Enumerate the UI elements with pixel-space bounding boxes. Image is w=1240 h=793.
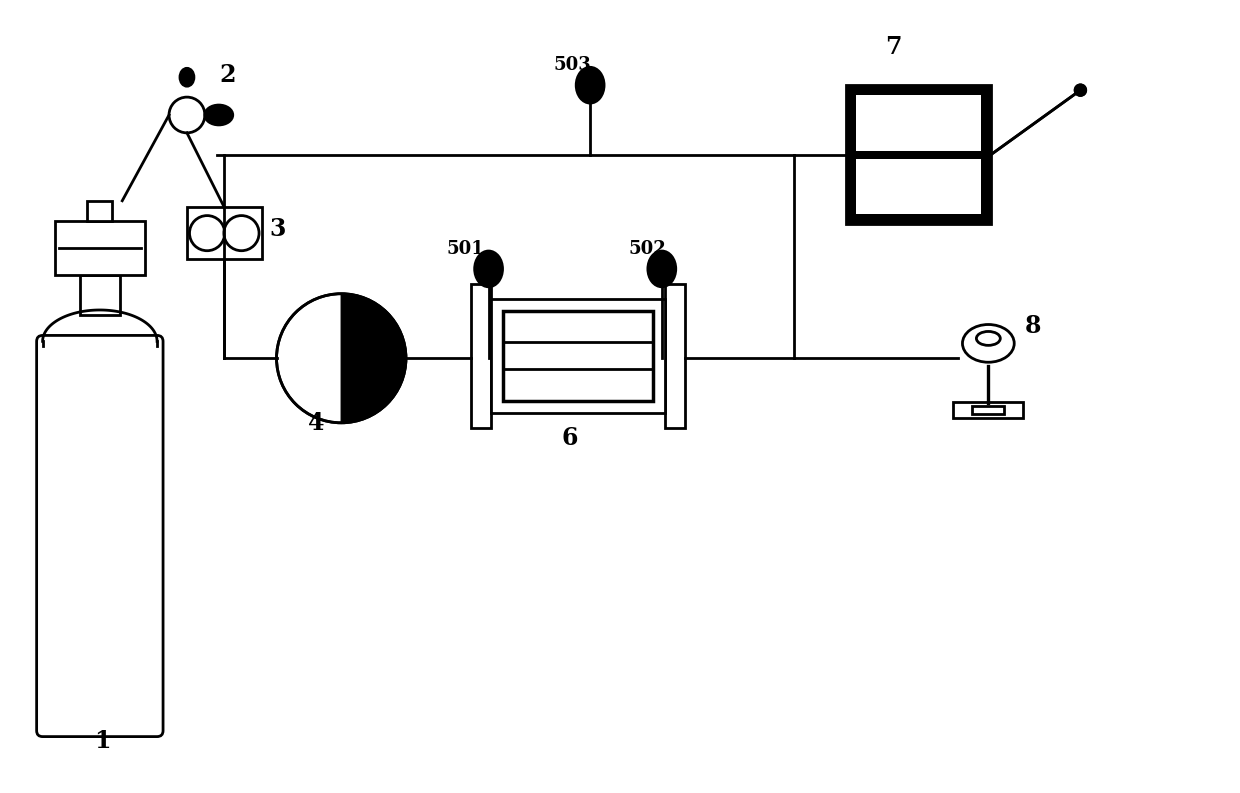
- Circle shape: [1074, 84, 1086, 96]
- Text: 8: 8: [1025, 313, 1042, 338]
- Bar: [954, 402, 1023, 418]
- Text: 7: 7: [885, 36, 901, 59]
- Text: 501: 501: [446, 240, 485, 258]
- Polygon shape: [341, 293, 405, 423]
- Ellipse shape: [976, 331, 1001, 346]
- FancyBboxPatch shape: [37, 335, 162, 737]
- Text: 502: 502: [629, 240, 667, 258]
- Circle shape: [277, 293, 405, 423]
- Ellipse shape: [577, 67, 604, 103]
- Bar: [665, 284, 684, 427]
- Circle shape: [169, 97, 205, 133]
- Text: 3: 3: [269, 217, 286, 241]
- Text: 1: 1: [94, 729, 110, 753]
- Bar: [491, 299, 665, 413]
- Bar: [187, 207, 262, 259]
- Bar: [857, 159, 981, 214]
- Bar: [79, 275, 120, 315]
- Bar: [87, 201, 113, 220]
- Bar: [847, 85, 991, 224]
- Circle shape: [224, 216, 259, 251]
- Circle shape: [1074, 84, 1086, 96]
- Bar: [471, 284, 491, 427]
- Ellipse shape: [962, 324, 1014, 362]
- Bar: [857, 95, 981, 151]
- Text: 2: 2: [219, 63, 237, 87]
- Ellipse shape: [475, 251, 502, 287]
- Bar: [55, 220, 145, 275]
- Ellipse shape: [647, 251, 676, 287]
- Ellipse shape: [205, 105, 233, 125]
- Bar: [502, 311, 652, 401]
- Ellipse shape: [180, 68, 193, 86]
- Text: 503: 503: [553, 56, 591, 75]
- Circle shape: [190, 216, 224, 251]
- Text: 6: 6: [562, 426, 579, 450]
- Bar: [972, 406, 1004, 414]
- Text: 4: 4: [308, 411, 325, 435]
